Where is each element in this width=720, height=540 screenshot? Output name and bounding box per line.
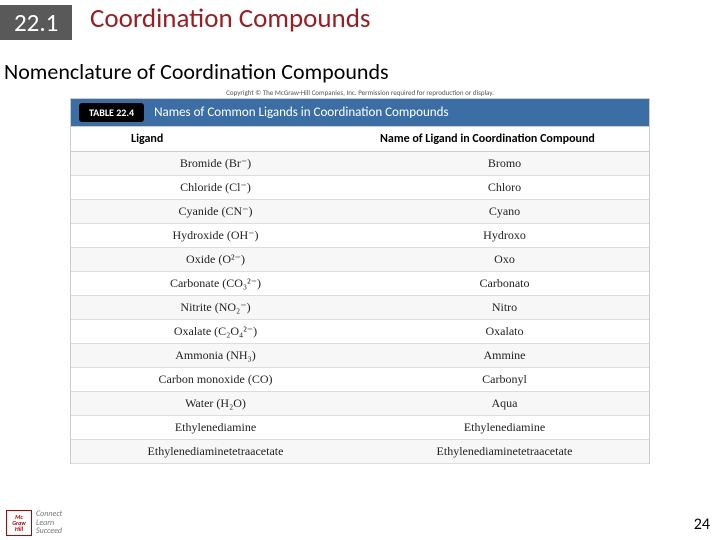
col-header-ligand: Ligand bbox=[71, 127, 360, 151]
page-number: 24 bbox=[694, 515, 710, 534]
logo-icon: Mc Graw Hill bbox=[6, 510, 32, 536]
page-subtitle: Nomenclature of Coordination Compounds bbox=[4, 58, 389, 85]
table-row: Bromide (Br⁻)Bromo bbox=[71, 152, 649, 176]
cell-ligand: Carbon monoxide (CO) bbox=[71, 368, 360, 391]
cell-ligand: Ethylenediaminetetraacetate bbox=[71, 440, 360, 463]
cell-ligand: Ethylenediamine bbox=[71, 416, 360, 439]
cell-ligand: Oxalate (C₂O₄²⁻) bbox=[71, 320, 360, 343]
table-row: EthylenediaminetetraacetateEthylenediami… bbox=[71, 440, 649, 464]
cell-name: Carbonato bbox=[360, 272, 649, 295]
ligand-table: TABLE 22.4 Names of Common Ligands in Co… bbox=[70, 98, 650, 464]
table-column-headers: Ligand Name of Ligand in Coordination Co… bbox=[71, 127, 649, 152]
logo-tagline: Connect Learn Succeed bbox=[36, 510, 62, 535]
cell-name: Ethylenediamine bbox=[360, 416, 649, 439]
table-row: Chloride (Cl⁻)Chloro bbox=[71, 176, 649, 200]
table-badge: TABLE 22.4 bbox=[79, 103, 144, 122]
page-title: Coordination Compounds bbox=[90, 2, 370, 35]
copyright-text: Copyright © The McGraw-Hill Companies, I… bbox=[0, 88, 720, 97]
table-row: Ammonia (NH₃)Ammine bbox=[71, 344, 649, 368]
cell-name: Oxalato bbox=[360, 320, 649, 343]
logo-line: Hill bbox=[15, 526, 23, 532]
table-row: EthylenediamineEthylenediamine bbox=[71, 416, 649, 440]
col-header-name: Name of Ligand in Coordination Compound bbox=[360, 127, 649, 151]
table-row: Oxide (O²⁻)Oxo bbox=[71, 248, 649, 272]
cell-name: Hydroxo bbox=[360, 224, 649, 247]
section-number-box: 22.1 bbox=[0, 5, 72, 40]
cell-ligand: Cyanide (CN⁻) bbox=[71, 200, 360, 223]
cell-name: Nitro bbox=[360, 296, 649, 319]
cell-ligand: Oxide (O²⁻) bbox=[71, 248, 360, 271]
cell-name: Carbonyl bbox=[360, 368, 649, 391]
table-body: Bromide (Br⁻)BromoChloride (Cl⁻)ChloroCy… bbox=[71, 152, 649, 464]
table-row: Cyanide (CN⁻)Cyano bbox=[71, 200, 649, 224]
cell-ligand: Nitrite (NO₂⁻) bbox=[71, 296, 360, 319]
table-row: Nitrite (NO₂⁻)Nitro bbox=[71, 296, 649, 320]
cell-name: Aqua bbox=[360, 392, 649, 415]
cell-name: Ethylenediaminetetraacetate bbox=[360, 440, 649, 463]
cell-name: Bromo bbox=[360, 152, 649, 175]
table-row: Oxalate (C₂O₄²⁻)Oxalato bbox=[71, 320, 649, 344]
cell-name: Oxo bbox=[360, 248, 649, 271]
cell-ligand: Ammonia (NH₃) bbox=[71, 344, 360, 367]
cell-ligand: Chloride (Cl⁻) bbox=[71, 176, 360, 199]
table-row: Hydroxide (OH⁻)Hydroxo bbox=[71, 224, 649, 248]
cell-ligand: Carbonate (CO₃²⁻) bbox=[71, 272, 360, 295]
table-row: Carbon monoxide (CO)Carbonyl bbox=[71, 368, 649, 392]
table-title: Names of Common Ligands in Coordination … bbox=[154, 105, 448, 120]
table-row: Water (H₂O)Aqua bbox=[71, 392, 649, 416]
cell-name: Ammine bbox=[360, 344, 649, 367]
cell-ligand: Hydroxide (OH⁻) bbox=[71, 224, 360, 247]
cell-name: Cyano bbox=[360, 200, 649, 223]
table-row: Carbonate (CO₃²⁻)Carbonato bbox=[71, 272, 649, 296]
tagline-line: Succeed bbox=[36, 527, 62, 535]
publisher-logo: Mc Graw Hill Connect Learn Succeed bbox=[6, 510, 62, 536]
cell-ligand: Water (H₂O) bbox=[71, 392, 360, 415]
slide: 22.1 Coordination Compounds Nomenclature… bbox=[0, 0, 720, 540]
cell-name: Chloro bbox=[360, 176, 649, 199]
cell-ligand: Bromide (Br⁻) bbox=[71, 152, 360, 175]
table-header-bar: TABLE 22.4 Names of Common Ligands in Co… bbox=[71, 99, 649, 127]
